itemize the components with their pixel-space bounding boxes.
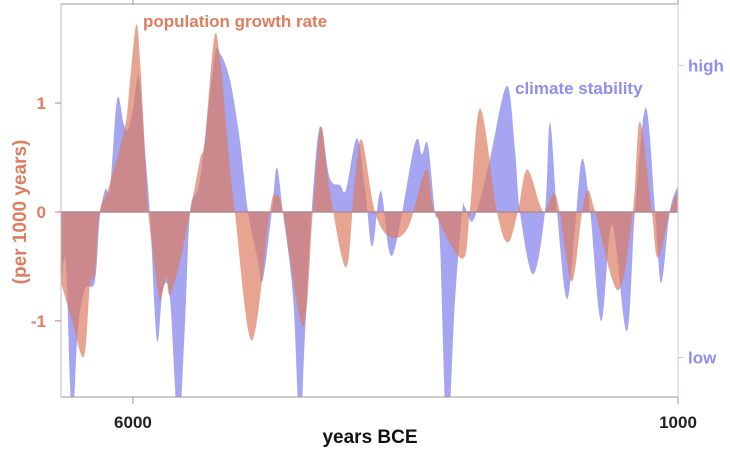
- y-tick-label: 0: [37, 203, 46, 222]
- population-growth-area: [61, 24, 678, 358]
- y-tick-label: -1: [31, 312, 46, 331]
- y-tick-label: 1: [37, 94, 46, 113]
- axis-ticks: 6000 1000 1 0 -1 high low: [31, 0, 724, 432]
- x-tick-label: 1000: [659, 413, 697, 432]
- y2-tick-label: high: [688, 56, 724, 75]
- y2-tick-label: low: [688, 349, 717, 368]
- plot-areas: [61, 24, 678, 397]
- population-series-label: population growth rate: [143, 12, 327, 31]
- climate-series-label: climate stability: [515, 79, 643, 98]
- x-axis-label: years BCE: [322, 427, 417, 447]
- x-tick-label: 6000: [114, 413, 152, 432]
- y-axis-label: (per 1000 years): [10, 140, 31, 285]
